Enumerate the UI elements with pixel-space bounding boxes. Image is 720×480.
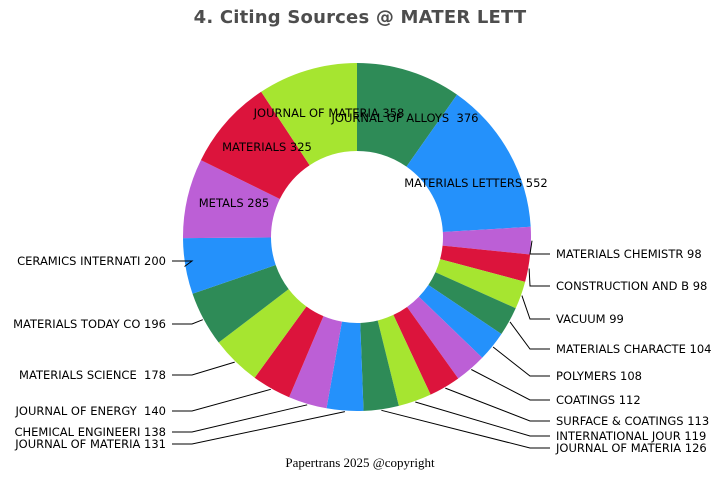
- leader-line: [172, 319, 203, 325]
- leader-line: [492, 346, 550, 377]
- slice-label: JOURNAL OF MATERIA 131: [14, 437, 166, 451]
- leader-line: [528, 268, 550, 287]
- pie-slice-8: [407, 296, 483, 379]
- slice-label: JOURNAL OF MATERIA 358: [253, 106, 405, 120]
- pie-slice-3: [442, 226, 531, 255]
- slice-label: CHEMICAL ENGINEERI 138: [14, 425, 166, 439]
- slice-label: MATERIALS 325: [222, 140, 312, 154]
- pie-slice-18: [182, 160, 280, 239]
- slice-label: MATERIALS SCIENCE 178: [19, 368, 166, 382]
- slice-label: POLYMERS 108: [556, 369, 642, 383]
- slice-label: JOURNAL OF ENERGY 140: [15, 404, 166, 418]
- pie-slice-12: [326, 321, 364, 412]
- leader-line: [172, 260, 194, 267]
- leader-line: [172, 361, 235, 376]
- slice-label: SURFACE & COATINGS 113: [556, 414, 709, 428]
- slice-label: CERAMICS INTERNATI 200: [17, 254, 166, 268]
- slice-label: CONSTRUCTION AND B 98: [556, 279, 707, 293]
- pie-slice-2: [406, 94, 531, 232]
- slice-label: MATERIALS TODAY CO 196: [13, 317, 166, 331]
- leader-line: [529, 240, 550, 255]
- leader-line: [172, 411, 346, 445]
- pie-slice-5: [435, 259, 526, 309]
- leader-line: [172, 404, 308, 433]
- slice-label: MATERIALS CHARACTE 104: [556, 342, 711, 356]
- pie-slice-7: [418, 284, 502, 358]
- pie-slice-6: [428, 272, 516, 335]
- pie-slice-15: [218, 289, 307, 378]
- pie-slice-17: [183, 237, 276, 294]
- pie-slice-11: [360, 320, 399, 411]
- pie-slice-16: [192, 265, 289, 343]
- copyright-footer: Papertrans 2025 @copyright: [285, 455, 435, 470]
- leader-line: [521, 295, 550, 320]
- leader-line: [445, 387, 550, 422]
- slice-label: COATINGS 112: [556, 393, 641, 407]
- chart-title: 4. Citing Sources @ MATER LETT: [193, 7, 527, 28]
- slice-label: METALS 285: [199, 196, 270, 210]
- pie-slice-10: [377, 314, 431, 406]
- slice-label: MATERIALS LETTERS 552: [404, 176, 547, 190]
- pie-slice-13: [289, 316, 342, 409]
- leader-line: [509, 321, 550, 350]
- leader-line: [471, 369, 550, 401]
- pie-slice-19: [200, 91, 310, 199]
- pie-slice-9: [393, 306, 459, 395]
- slice-label: JOURNAL OF MATERIA 126: [555, 441, 707, 455]
- pie-slice-14: [254, 306, 324, 398]
- pie-slice-20: [261, 63, 357, 166]
- leader-line: [415, 401, 550, 437]
- leader-line: [381, 409, 550, 449]
- slice-label: INTERNATIONAL JOUR 119: [556, 429, 706, 443]
- slice-label: VACUUM 99: [556, 312, 624, 326]
- slice-label: JOURNAL OF ALLOYS 376: [331, 111, 479, 125]
- leader-line: [172, 388, 271, 412]
- pie-slice-1: [357, 63, 458, 167]
- slice-label: MATERIALS CHEMISTR 98: [556, 247, 702, 261]
- pie-slice-4: [440, 245, 531, 282]
